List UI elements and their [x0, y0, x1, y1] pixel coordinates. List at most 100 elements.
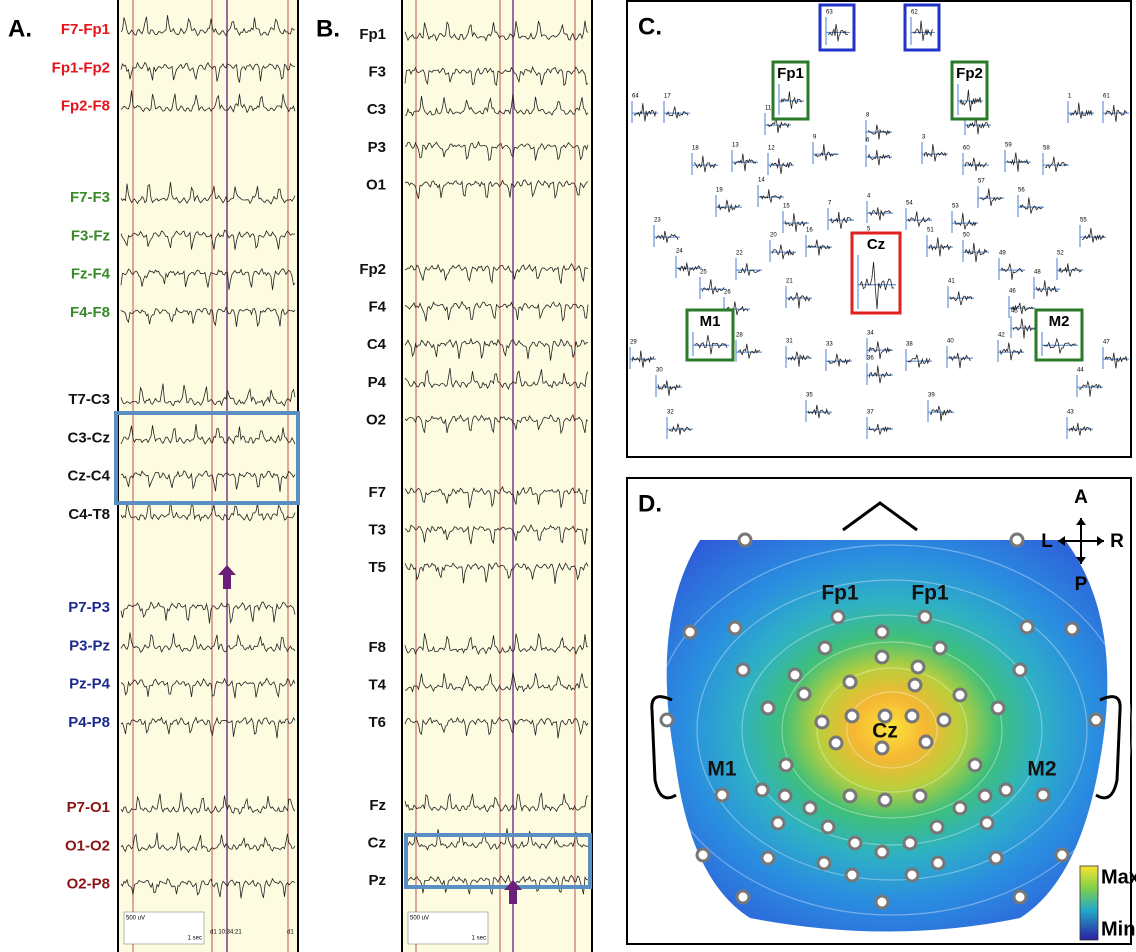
electrode-dot: [739, 534, 751, 546]
electrode-dot: [876, 626, 888, 638]
electrode-dot: [906, 869, 918, 881]
electrode-number: 19: [716, 188, 723, 194]
electrode-number: 33: [826, 342, 833, 348]
electrode-dot: [844, 790, 856, 802]
panel-label: B.: [316, 15, 340, 42]
electrode-dot: [830, 737, 842, 749]
electrode-dot: [819, 642, 831, 654]
electrode-dot: [954, 689, 966, 701]
electrode-number: 52: [1057, 251, 1064, 257]
electrode-number: 39: [928, 393, 935, 399]
electrode-number: 35: [806, 393, 813, 399]
electrode-dot: [931, 821, 943, 833]
channel-label: F4: [368, 299, 386, 316]
channel-label: F7-Fp1: [61, 21, 110, 38]
electrode-number: 58: [1043, 146, 1050, 152]
electrode-dot: [772, 817, 784, 829]
channel-label: C4-T8: [68, 506, 110, 523]
electrode-number: 46: [1009, 289, 1016, 295]
channel-label: Cz-C4: [67, 468, 110, 485]
timestamp: d1 10:34:21: [210, 930, 242, 936]
channel-label: O1-O2: [65, 837, 110, 854]
electrode-dot: [1090, 714, 1102, 726]
electrode-dot: [846, 710, 858, 722]
electrode-dot: [804, 802, 816, 814]
electrode-label: Fp1: [911, 582, 949, 605]
electrode-dot: [876, 742, 888, 754]
channel-label: F4-F8: [70, 304, 110, 321]
channel-label: C3-Cz: [67, 429, 110, 446]
electrode-dot: [1056, 849, 1068, 861]
electrode-dot: [789, 669, 801, 681]
electrode-number: 24: [676, 249, 683, 255]
electrode-dot: [756, 784, 768, 796]
electrode-dot: [697, 849, 709, 861]
electrode-number: 28: [736, 333, 743, 339]
channel-label: F8: [368, 639, 386, 656]
electrode-label: Fp1: [777, 65, 804, 82]
electrode-dot: [822, 821, 834, 833]
electrode-number: 49: [999, 251, 1006, 257]
channel-label: P3: [368, 139, 386, 156]
scale-amplitude: 500 uV: [410, 916, 429, 922]
electrode-label: M2: [1049, 313, 1070, 330]
electrode-dot: [904, 837, 916, 849]
electrode-dot: [938, 714, 950, 726]
channel-label: P7-P3: [68, 599, 110, 616]
channel-label: O1: [366, 176, 386, 193]
electrode-dot: [846, 869, 858, 881]
electrode-dot: [969, 759, 981, 771]
electrode-number: 23: [654, 218, 661, 224]
electrode-number: 40: [947, 339, 954, 345]
channel-label: Pz: [368, 872, 386, 889]
panel-label: A.: [8, 15, 32, 42]
electrode-number: 59: [1005, 143, 1012, 149]
electrode-number: 25: [700, 270, 707, 276]
electrode-number: 11: [765, 106, 772, 112]
electrode-number: 12: [768, 146, 775, 152]
electrode-dot: [780, 759, 792, 771]
electrode-dot: [876, 896, 888, 908]
electrode-number: 60: [963, 146, 970, 152]
channel-label: T6: [368, 714, 386, 731]
direction-label: R: [1110, 531, 1124, 552]
colorbar-max: Max: [1101, 866, 1136, 888]
electrode-number: 31: [786, 339, 793, 345]
electrode-dot: [737, 891, 749, 903]
electrode-number: 57: [978, 179, 985, 185]
direction-label: P: [1075, 574, 1088, 595]
electrode-dot: [779, 790, 791, 802]
electrode-number: 36: [867, 356, 874, 362]
electrode-number: 54: [906, 201, 913, 207]
electrode-number: 50: [963, 233, 970, 239]
scale-amplitude: 500 uV: [126, 916, 145, 922]
channel-label: T4: [368, 677, 386, 694]
electrode-dot: [1066, 623, 1078, 635]
electrode-label: M1: [707, 758, 736, 781]
electrode-dot: [876, 846, 888, 858]
electrode-number: 21: [786, 279, 793, 285]
electrode-dot: [1011, 534, 1023, 546]
electrode-number: 41: [948, 279, 955, 285]
colorbar-min: Min: [1101, 918, 1135, 940]
electrode-number: 42: [998, 333, 1005, 339]
electrode-dot: [844, 676, 856, 688]
channel-label: Fp2: [359, 261, 386, 278]
electrode-dot: [737, 664, 749, 676]
electrode-number: 29: [630, 340, 637, 346]
channel-label: P4-P8: [68, 714, 110, 731]
electrode-number: 13: [732, 143, 739, 149]
electrode-dot: [818, 857, 830, 869]
panel-label: D.: [638, 490, 662, 517]
channel-label: Cz: [368, 835, 386, 852]
electrode-dot: [684, 626, 696, 638]
electrode-number: 20: [770, 233, 777, 239]
channel-label: F3: [368, 64, 386, 81]
electrode-label: Cz: [867, 236, 885, 253]
electrode-number: 15: [783, 204, 790, 210]
channel-label: Fp1: [359, 26, 386, 43]
electrode-label: Fp1: [821, 582, 859, 605]
channel-label: Fz: [369, 797, 386, 814]
electrode-dot: [716, 789, 728, 801]
scale-time: 1 sec: [472, 936, 486, 942]
